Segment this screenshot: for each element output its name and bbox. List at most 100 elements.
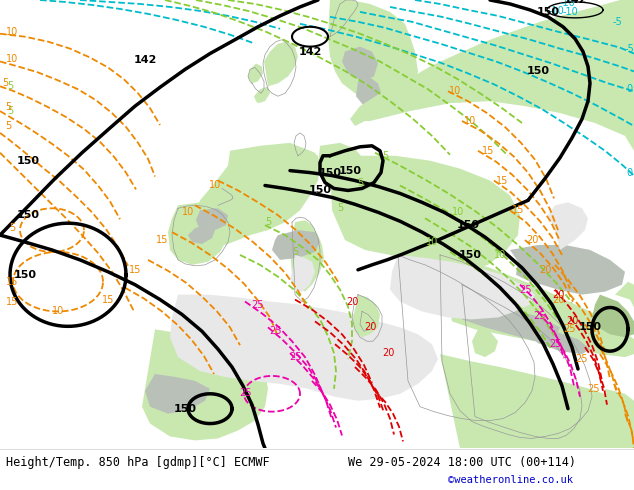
Text: 25: 25 [534, 312, 547, 321]
Text: 25: 25 [588, 384, 600, 394]
Text: 20: 20 [552, 290, 564, 299]
Text: 25: 25 [269, 326, 281, 336]
Polygon shape [264, 42, 298, 86]
Text: 5: 5 [7, 81, 13, 91]
Polygon shape [352, 294, 380, 337]
Text: 0: 0 [626, 84, 632, 94]
Text: 10: 10 [182, 207, 194, 217]
Polygon shape [350, 0, 634, 151]
Text: 10: 10 [464, 116, 476, 126]
Polygon shape [295, 151, 320, 182]
Text: 10: 10 [449, 86, 461, 96]
Polygon shape [605, 389, 634, 448]
Polygon shape [472, 329, 498, 357]
Text: 0: 0 [626, 168, 632, 177]
Text: -10: -10 [559, 0, 575, 8]
Polygon shape [342, 47, 378, 81]
Text: 5: 5 [7, 106, 13, 116]
Text: 10: 10 [494, 250, 506, 260]
Text: ©weatheronline.co.uk: ©weatheronline.co.uk [448, 475, 573, 485]
Polygon shape [170, 294, 438, 401]
Text: 20: 20 [382, 348, 394, 358]
Polygon shape [318, 143, 368, 196]
Text: 150: 150 [309, 185, 332, 196]
Polygon shape [615, 282, 634, 308]
Text: 25: 25 [564, 324, 576, 334]
Text: 150: 150 [578, 322, 602, 332]
Text: 150: 150 [526, 67, 550, 76]
Text: 5: 5 [2, 78, 8, 88]
Polygon shape [440, 255, 634, 357]
Text: We 29-05-2024 18:00 UTC (00+114): We 29-05-2024 18:00 UTC (00+114) [348, 456, 576, 469]
Text: 150: 150 [174, 404, 197, 414]
Polygon shape [290, 220, 324, 292]
Text: -5: -5 [612, 17, 622, 27]
Text: 5: 5 [292, 247, 298, 257]
Polygon shape [142, 329, 268, 441]
Text: 20: 20 [346, 296, 358, 307]
Text: 150: 150 [318, 168, 342, 177]
Polygon shape [330, 156, 520, 272]
Text: -10: -10 [548, 6, 564, 16]
Text: 5: 5 [5, 121, 11, 131]
Text: 150: 150 [456, 220, 479, 230]
Polygon shape [356, 310, 376, 331]
Text: -5: -5 [624, 44, 634, 53]
Polygon shape [462, 294, 560, 341]
Text: 10: 10 [6, 27, 18, 37]
Polygon shape [390, 255, 535, 319]
Text: 15: 15 [6, 296, 18, 307]
Polygon shape [188, 225, 215, 244]
Text: 10: 10 [6, 53, 18, 64]
Polygon shape [510, 245, 625, 294]
Text: 10: 10 [52, 306, 64, 317]
Text: 25: 25 [549, 339, 561, 349]
Text: 150: 150 [13, 270, 37, 280]
Text: 15: 15 [496, 175, 508, 186]
Text: 15: 15 [512, 205, 524, 215]
Polygon shape [196, 208, 228, 232]
Polygon shape [516, 258, 588, 282]
Text: 142: 142 [564, 0, 586, 5]
Text: 5: 5 [337, 203, 343, 213]
Text: 20: 20 [566, 317, 578, 326]
Text: 10: 10 [452, 207, 464, 217]
Polygon shape [356, 77, 382, 106]
Text: 20: 20 [364, 322, 376, 332]
Polygon shape [592, 294, 634, 337]
Text: 142: 142 [133, 54, 157, 65]
Text: 150: 150 [339, 166, 361, 175]
Polygon shape [168, 202, 232, 265]
Text: 20: 20 [539, 265, 551, 275]
Polygon shape [548, 202, 588, 250]
Polygon shape [145, 374, 210, 414]
Text: 20: 20 [526, 235, 538, 245]
Text: 15: 15 [156, 235, 168, 245]
Text: 10: 10 [209, 180, 221, 191]
Polygon shape [440, 354, 634, 448]
Polygon shape [248, 64, 263, 83]
Text: 25: 25 [576, 354, 588, 364]
Text: 20: 20 [552, 294, 564, 305]
Polygon shape [195, 143, 320, 245]
Text: 15: 15 [482, 146, 494, 156]
Text: 15: 15 [102, 294, 114, 305]
Text: 150: 150 [458, 250, 481, 260]
Text: 150: 150 [16, 156, 39, 166]
Polygon shape [254, 86, 270, 103]
Text: Height/Temp. 850 hPa [gdmp][°C] ECMWF: Height/Temp. 850 hPa [gdmp][°C] ECMWF [6, 456, 269, 469]
Text: 5: 5 [9, 223, 15, 233]
Text: 15: 15 [129, 265, 141, 275]
Text: 142: 142 [299, 47, 321, 56]
Text: 5: 5 [5, 102, 11, 112]
Text: 150: 150 [16, 210, 39, 220]
Polygon shape [328, 0, 418, 113]
Text: -10: -10 [562, 7, 578, 17]
Text: 5: 5 [357, 177, 363, 188]
Text: 25: 25 [252, 299, 264, 310]
Text: 25: 25 [519, 285, 531, 294]
Polygon shape [528, 324, 590, 354]
Polygon shape [290, 255, 315, 292]
Text: 5: 5 [382, 151, 388, 161]
Text: 15: 15 [6, 277, 18, 287]
